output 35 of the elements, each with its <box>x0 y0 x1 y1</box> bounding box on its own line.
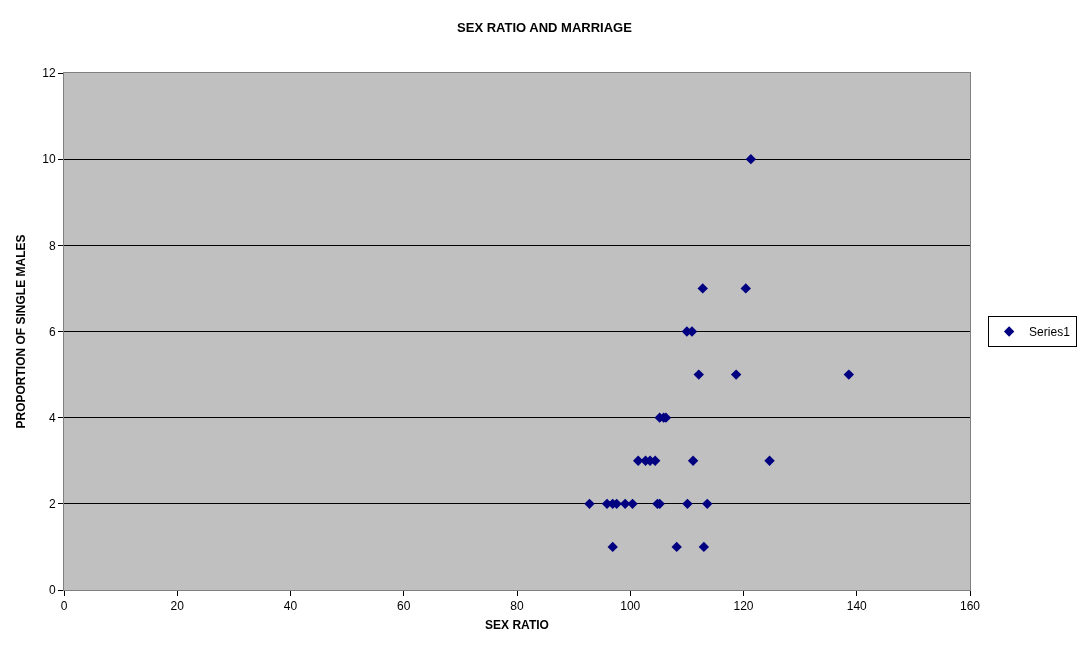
x-tick-label: 40 <box>283 599 298 614</box>
point <box>627 498 638 510</box>
y-tick-label: 8 <box>48 238 56 253</box>
x-tick-label: 20 <box>170 599 185 614</box>
y-tick-label: 12 <box>42 66 56 81</box>
point <box>730 369 742 380</box>
y-tick-label: 6 <box>48 324 56 339</box>
x-tick-label: 60 <box>397 599 411 614</box>
point <box>682 498 693 510</box>
y-tick-label: 2 <box>48 497 56 512</box>
point <box>607 541 618 553</box>
x-tick-label: 80 <box>510 599 524 614</box>
y-tick-label: 4 <box>48 410 56 425</box>
point <box>693 369 704 380</box>
x-tick-label: 100 <box>620 599 641 614</box>
chart-title: SEX RATIO AND MARRIAGE <box>457 19 633 35</box>
point <box>843 369 855 380</box>
point <box>702 498 713 510</box>
point <box>671 541 682 553</box>
x-axis-title: SEX RATIO <box>485 618 549 633</box>
point <box>697 283 708 294</box>
y-tick-label: 0 <box>48 583 56 598</box>
x-tick-label: 120 <box>733 599 754 614</box>
x-tick-label: 0 <box>60 599 68 614</box>
point <box>584 498 595 510</box>
x-tick-label: 160 <box>959 599 981 614</box>
y-tick-label: 10 <box>42 152 56 167</box>
point <box>698 541 710 553</box>
point <box>687 455 699 466</box>
point <box>745 153 757 165</box>
y-axis-title: PROPORTION OF SINGLE MALES <box>13 234 28 429</box>
point <box>740 283 751 294</box>
point <box>764 455 775 466</box>
x-tick-label: 140 <box>846 599 868 614</box>
legend-label: Series1 <box>1029 325 1071 340</box>
